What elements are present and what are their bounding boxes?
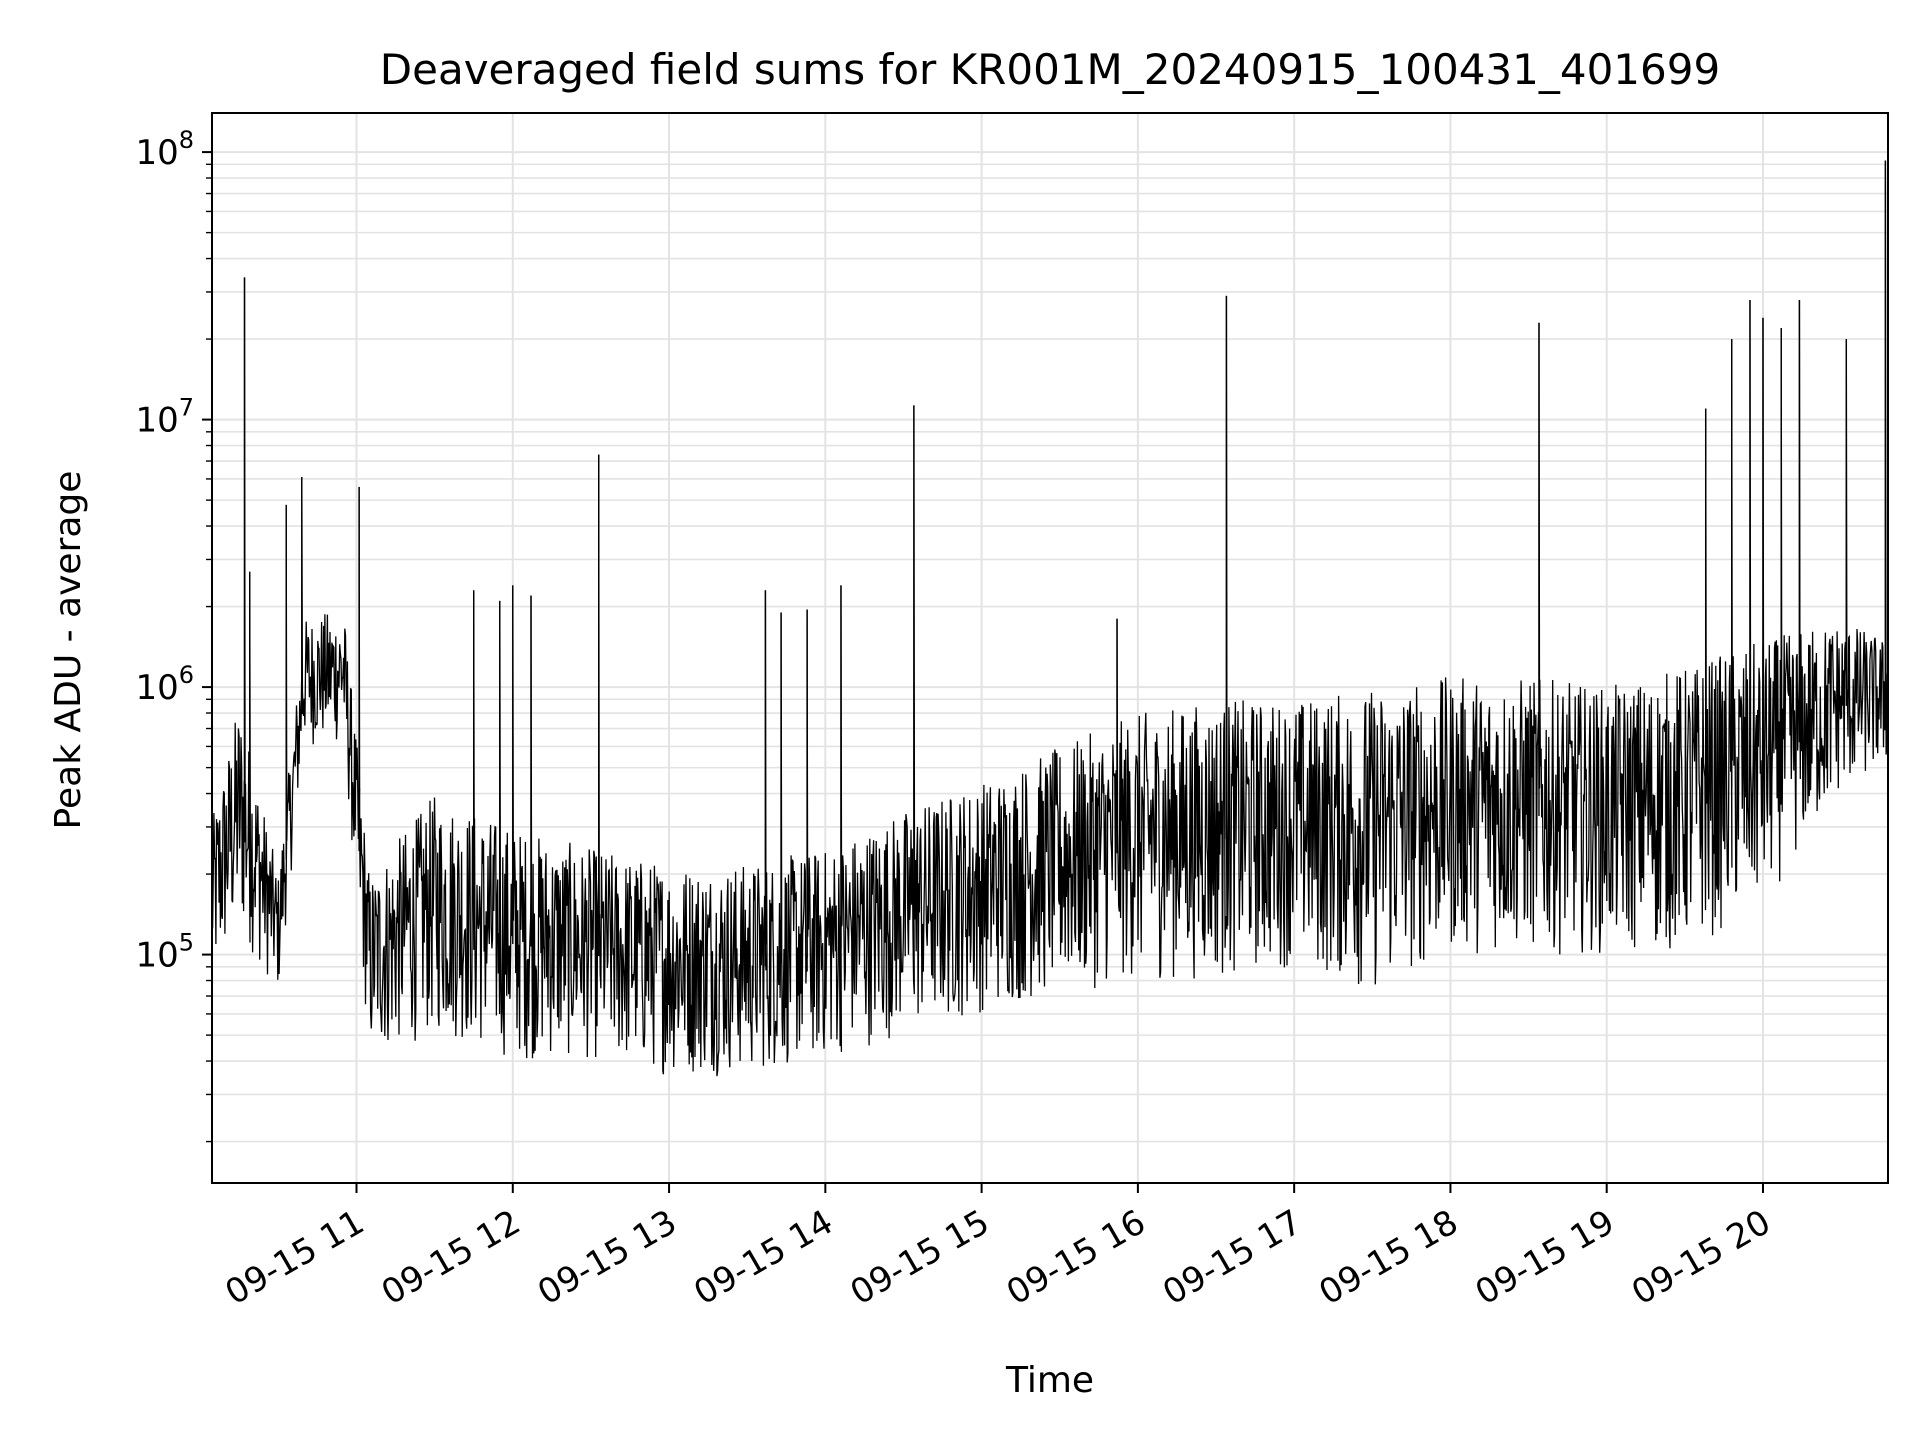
y-tick-label: 107 [135,394,194,441]
chart-title: Deaveraged field sums for KR001M_2024091… [380,45,1720,94]
series-line [212,160,1888,1077]
plot-frame [211,112,1889,1184]
x-axis-label: Time [1005,1360,1094,1401]
y-tick-label: 106 [135,661,194,708]
y-tick-label: 108 [135,126,194,173]
y-tick-label: 105 [135,929,194,976]
y-axis-label: Peak ADU - average [48,471,89,830]
data-layer [212,160,1888,1077]
